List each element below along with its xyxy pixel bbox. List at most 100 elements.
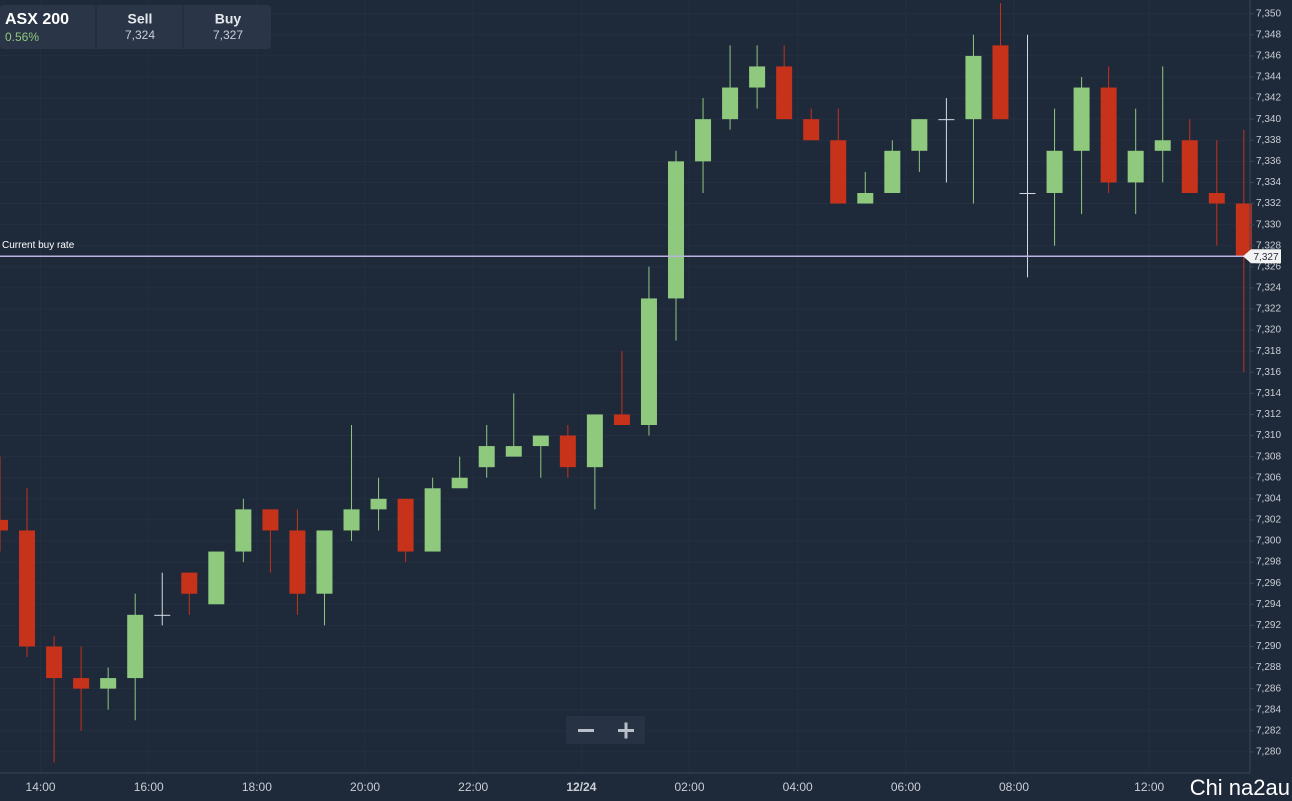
y-tick-label: 7,302 <box>1256 515 1281 526</box>
candle-body <box>776 66 793 120</box>
candle-body <box>1100 87 1117 183</box>
candle-body <box>965 55 982 120</box>
candle-body <box>505 446 522 457</box>
candle-body <box>1046 150 1063 193</box>
y-tick-label: 7,312 <box>1256 409 1281 420</box>
candle-body <box>100 678 117 689</box>
x-tick-label: 12:00 <box>1134 780 1164 794</box>
candle-body <box>668 161 684 299</box>
y-tick-label: 7,300 <box>1256 536 1281 547</box>
y-tick-label: 7,294 <box>1256 599 1281 610</box>
sell-value[interactable]: 7,324 <box>125 28 155 42</box>
candle-body <box>397 498 414 552</box>
candle-body <box>262 509 279 531</box>
candle-body <box>1019 192 1036 194</box>
x-tick-label: 04:00 <box>783 780 813 794</box>
x-tick-label: 20:00 <box>350 780 380 794</box>
candle-body <box>451 477 468 489</box>
x-tick-label: 22:00 <box>458 780 488 794</box>
candle-body <box>478 446 495 468</box>
plot <box>0 3 1252 763</box>
y-tick-label: 7,296 <box>1256 578 1281 589</box>
y-tick-label: 7,326 <box>1256 261 1281 272</box>
y-tick-label: 7,350 <box>1256 8 1281 19</box>
header: ASX 200 0.56% Sell 7,324 Buy 7,327 <box>0 5 271 49</box>
candle-body <box>559 435 576 468</box>
price-tag-label: 7,327 <box>1253 252 1278 263</box>
y-tick-label: 7,308 <box>1256 451 1281 462</box>
y-tick-label: 7,340 <box>1256 114 1281 125</box>
candle-body <box>181 572 198 594</box>
candle-body <box>992 45 1009 120</box>
y-tick-label: 7,286 <box>1256 683 1281 694</box>
x-tick-label: 18:00 <box>242 780 272 794</box>
candle-body <box>154 614 171 616</box>
x-tick-label: 02:00 <box>675 780 705 794</box>
header-box <box>0 5 271 49</box>
y-tick-label: 7,314 <box>1256 388 1281 399</box>
candle-body <box>289 530 306 594</box>
change: 0.56% <box>5 30 39 44</box>
candle-body <box>640 298 657 425</box>
candle-body <box>722 87 739 120</box>
y-tick-label: 7,292 <box>1256 620 1281 631</box>
candle-body <box>1127 150 1144 183</box>
y-tick-label: 7,298 <box>1256 557 1281 568</box>
sell-label[interactable]: Sell <box>128 11 153 27</box>
buy-label[interactable]: Buy <box>215 11 242 27</box>
price-tag <box>1243 249 1281 264</box>
y-tick-label: 7,304 <box>1256 493 1281 504</box>
instrument: ASX 200 <box>5 11 69 28</box>
candle-body <box>695 119 712 162</box>
zoom-in[interactable] <box>624 722 628 739</box>
watermark: Chi na2au <box>1190 775 1290 800</box>
candle-body <box>749 66 766 88</box>
candle-body <box>46 646 63 679</box>
y-tick-label: 7,318 <box>1256 346 1281 357</box>
candle-body <box>1181 140 1198 193</box>
candle-body <box>1208 192 1225 204</box>
candle-body <box>1073 87 1090 151</box>
y-tick-label: 7,334 <box>1256 177 1281 188</box>
candle-body <box>586 414 603 468</box>
y-tick-label: 7,316 <box>1256 367 1281 378</box>
y-tick-label: 7,284 <box>1256 704 1281 715</box>
candle-body <box>1154 140 1171 151</box>
x-tick-label: 16:00 <box>134 780 164 794</box>
candle-body <box>830 140 847 204</box>
x-tick-label: 14:00 <box>26 780 56 794</box>
candle-body <box>235 509 252 552</box>
y-tick-label: 7,348 <box>1256 29 1281 40</box>
buy-value[interactable]: 7,327 <box>213 28 243 42</box>
y-tick-label: 7,320 <box>1256 325 1281 336</box>
y-tick-label: 7,338 <box>1256 135 1281 146</box>
y-tick-label: 7,310 <box>1256 430 1281 441</box>
candle-body <box>73 678 90 689</box>
y-tick-label: 7,290 <box>1256 641 1281 652</box>
candle-body <box>803 119 820 141</box>
zoom-out[interactable] <box>578 729 594 732</box>
candle-body <box>911 119 928 151</box>
y-tick-label: 7,342 <box>1256 93 1281 104</box>
y-tick-label: 7,282 <box>1256 725 1281 736</box>
y-tick-label: 7,346 <box>1256 51 1281 62</box>
candle-body <box>343 509 360 531</box>
x-tick-label: 08:00 <box>999 780 1029 794</box>
candle-body <box>1235 203 1252 257</box>
candle-body <box>208 551 225 605</box>
y-tick-label: 7,332 <box>1256 198 1281 209</box>
x-tick-label: 12/24 <box>566 780 596 794</box>
candle-body <box>370 498 387 510</box>
y-tick-label: 7,322 <box>1256 304 1281 315</box>
candle-body <box>857 192 874 204</box>
candle-body <box>532 435 549 447</box>
zoom-controls <box>566 716 645 744</box>
y-tick-label: 7,280 <box>1256 747 1281 758</box>
y-tick-label: 7,288 <box>1256 662 1281 673</box>
candle-body <box>884 150 901 193</box>
x-tick-label: 06:00 <box>891 780 921 794</box>
candle-body <box>0 519 8 531</box>
candle-body <box>127 614 144 679</box>
